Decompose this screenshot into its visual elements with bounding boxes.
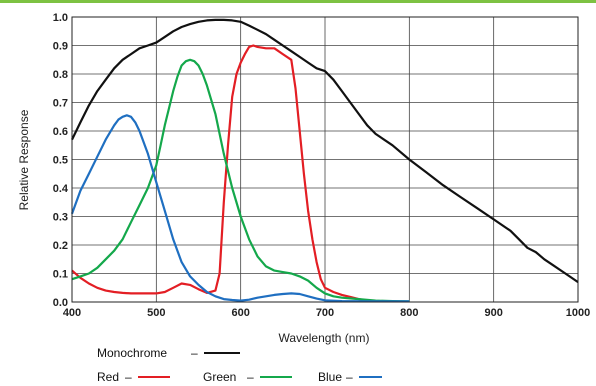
series-line-green [71,58,410,303]
x-tick-label: 700 [316,307,334,319]
x-axis-label: Wavelength (nm) [279,331,370,345]
legend-blue-dash: – [346,370,353,384]
x-tick-label: 900 [484,307,502,319]
y-tick-labels: 0.0 0.1 0.2 0.3 0.4 0.5 0.6 0.7 0.8 0.9 1.0 [53,12,69,309]
legend-red-label: Red [97,370,119,384]
legend: Monochrome – Red – Green – Blue – [97,346,382,384]
legend-red-dash: – [125,370,132,384]
x-tick-labels: 400 500 600 700 800 900 1000 [63,307,590,319]
y-tick-label: 0.4 [53,183,69,195]
y-tick-label: 0.5 [53,155,68,167]
series-line-monochrome [71,18,579,284]
y-tick-label: 0.7 [53,98,68,110]
y-tick-label: 1.0 [53,12,68,24]
y-tick-label: 0.0 [53,297,68,309]
x-tick-label: 600 [231,307,249,319]
series-lines [70,18,579,303]
y-tick-label: 0.6 [53,126,68,138]
accent-bar [0,0,596,3]
y-tick-label: 0.2 [53,240,68,252]
legend-green-label: Green [203,370,236,384]
x-tick-label: 1000 [566,307,590,319]
x-tick-label: 400 [63,307,81,319]
plot-frame [71,16,579,303]
grid-lines [71,16,579,303]
x-tick-label: 500 [147,307,165,319]
legend-green-dash: – [247,370,254,384]
legend-blue-label: Blue [318,370,342,384]
y-tick-label: 0.1 [53,269,68,281]
y-axis-label: Relative Response [17,109,31,210]
y-tick-label: 0.3 [53,212,68,224]
legend-monochrome-dash: – [191,346,198,360]
legend-monochrome-label: Monochrome [97,346,167,360]
y-tick-label: 0.8 [53,69,68,81]
x-tick-label: 800 [400,307,418,319]
y-tick-label: 0.9 [53,41,68,53]
series-line-red [71,44,368,302]
series-line-blue [70,114,410,303]
